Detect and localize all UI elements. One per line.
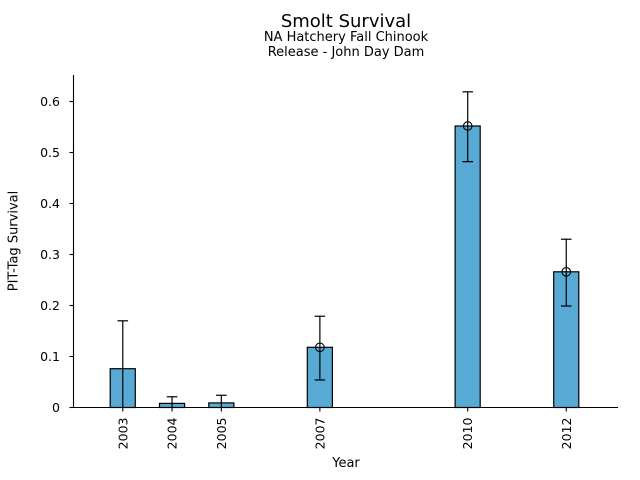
data-point-marker <box>315 342 325 353</box>
y-tick-label: 0.3 <box>40 247 60 262</box>
x-tick-label: 2012 <box>559 418 574 450</box>
x-axis-label: Year <box>332 456 360 471</box>
y-tick-label: 0.5 <box>40 145 60 160</box>
data-point-marker <box>561 266 572 277</box>
chart-subtitle-line1: NA Hatchery Fall Chinook <box>263 30 429 45</box>
y-axis-label: PIT-Tag Survival <box>6 190 22 292</box>
chart-title: Smolt Survival <box>280 11 412 32</box>
y-tick-label: 0.6 <box>40 94 60 109</box>
x-tick-label: 2010 <box>460 417 475 449</box>
bar-2010 <box>454 125 481 409</box>
x-tick-label: 2003 <box>115 418 130 450</box>
y-tick-label: 0 <box>52 400 60 415</box>
y-tick-label: 0.2 <box>40 298 60 313</box>
chart-subtitle-line2: Release - John Day Dam <box>267 45 425 60</box>
data-point-marker <box>462 121 473 131</box>
x-tick-label: 2007 <box>312 418 327 450</box>
x-tick-label: 2004 <box>165 417 180 449</box>
y-tick-label: 0.4 <box>40 196 60 211</box>
y-tick-label: 0.1 <box>40 349 60 364</box>
x-tick-label: 2005 <box>214 418 229 450</box>
